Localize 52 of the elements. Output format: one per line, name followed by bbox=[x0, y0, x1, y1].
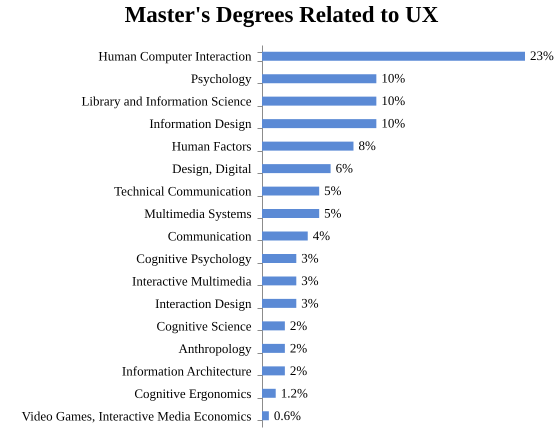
y-tick-label: Interactive Multimedia bbox=[132, 273, 252, 288]
data-label: 2% bbox=[290, 318, 308, 333]
y-tick-label: Interaction Design bbox=[155, 296, 252, 311]
data-label: 3% bbox=[301, 295, 319, 310]
y-tick-label: Cognitive Ergonomics bbox=[134, 386, 252, 401]
y-tick-label: Anthropology bbox=[178, 340, 252, 356]
y-tick-label: Information Architecture bbox=[122, 363, 252, 378]
data-label: 5% bbox=[324, 206, 342, 221]
bar bbox=[262, 276, 296, 286]
bar bbox=[262, 254, 296, 263]
y-tick-label: Human Factors bbox=[172, 138, 252, 154]
data-label: 23% bbox=[530, 48, 554, 64]
y-tick-label: Design, Digital bbox=[172, 161, 252, 176]
y-tick-label: Information Design bbox=[149, 116, 252, 132]
y-tick-label: Cognitive Psychology bbox=[136, 250, 252, 266]
bar bbox=[262, 164, 331, 174]
y-tick-label: Psychology bbox=[190, 71, 252, 86]
data-label: 3% bbox=[301, 250, 319, 266]
bar bbox=[262, 186, 320, 196]
data-label: 2% bbox=[290, 362, 308, 378]
data-label: 1.2% bbox=[280, 385, 308, 400]
y-tick-label: Technical Communication bbox=[114, 184, 252, 199]
data-label: 10% bbox=[381, 70, 406, 86]
bar bbox=[262, 209, 320, 218]
bar bbox=[262, 388, 276, 398]
bar bbox=[262, 232, 308, 240]
data-label: 6% bbox=[336, 160, 354, 176]
bar bbox=[262, 74, 376, 84]
bar bbox=[262, 366, 285, 376]
data-label: 4% bbox=[312, 228, 330, 243]
bar bbox=[262, 344, 285, 353]
data-label: 2% bbox=[290, 340, 308, 356]
bar bbox=[262, 119, 376, 128]
y-tick-label: Library and Information Science bbox=[81, 94, 252, 109]
bar bbox=[262, 96, 376, 106]
data-label: 0.6% bbox=[274, 408, 302, 423]
bar bbox=[262, 411, 269, 420]
data-label: 10% bbox=[381, 93, 406, 108]
y-tick-label: Multimedia Systems bbox=[144, 206, 252, 222]
bar bbox=[262, 298, 296, 308]
chart-title: Master's Degrees Related to UX bbox=[124, 2, 439, 28]
data-label: 3% bbox=[301, 272, 319, 288]
bar bbox=[262, 142, 354, 151]
data-label: 10% bbox=[381, 116, 406, 131]
bar bbox=[262, 321, 285, 330]
data-label: 8% bbox=[358, 138, 376, 154]
y-tick-label: Human Computer Interaction bbox=[98, 48, 252, 64]
y-tick-label: Cognitive Science bbox=[156, 318, 252, 334]
y-tick-label: Video Games, Interactive Media Economics bbox=[22, 408, 252, 424]
data-label: 5% bbox=[324, 183, 342, 198]
bar bbox=[262, 52, 525, 61]
y-tick-label: Communication bbox=[168, 228, 252, 244]
